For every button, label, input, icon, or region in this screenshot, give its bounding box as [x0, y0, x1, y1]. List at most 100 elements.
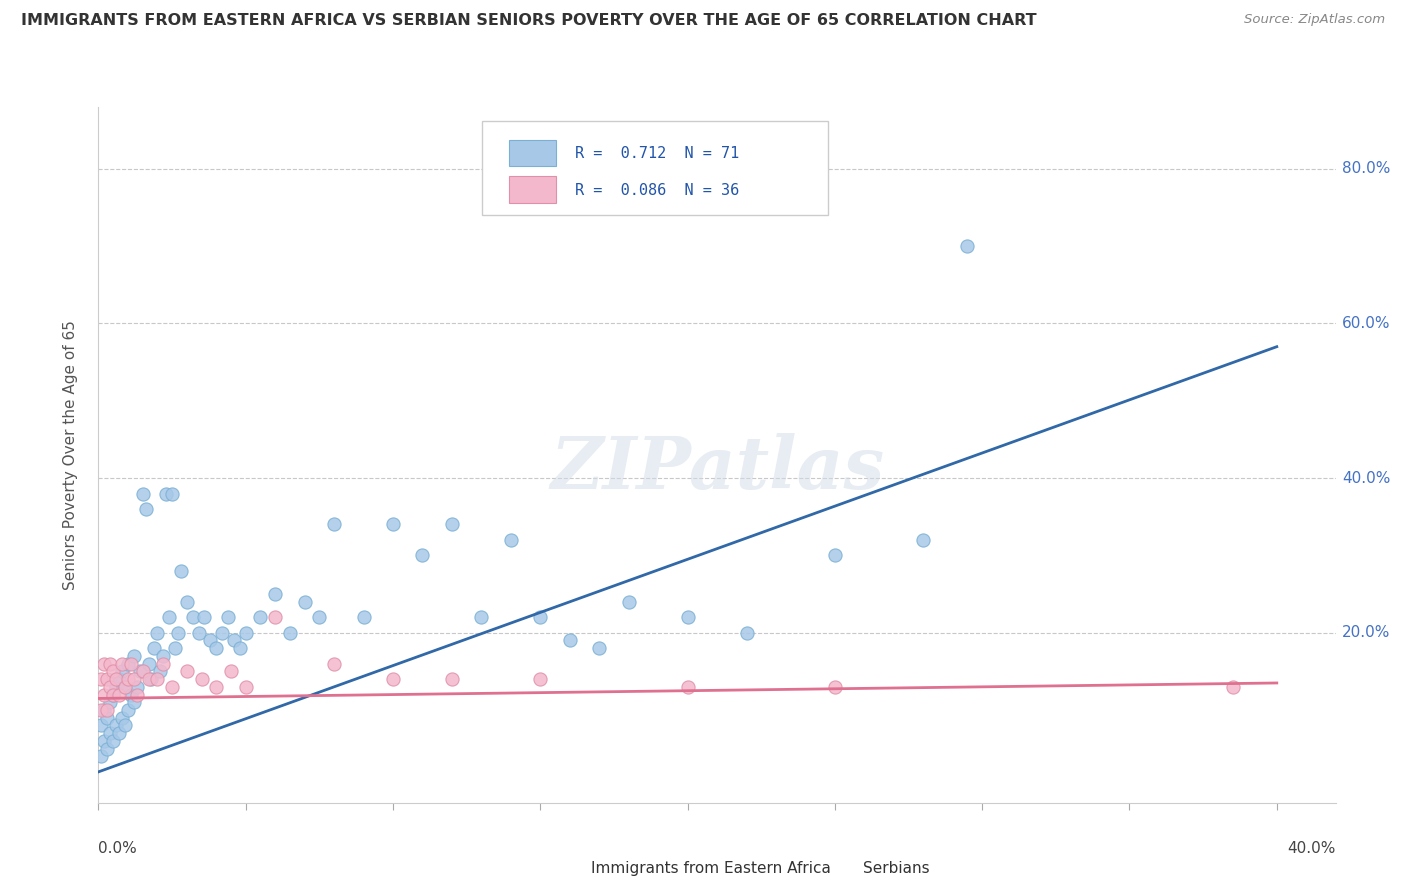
Point	[676, 610, 699, 624]
Point	[152, 657, 174, 671]
Point	[111, 665, 134, 679]
Point	[249, 610, 271, 624]
Point	[125, 688, 148, 702]
Point	[98, 726, 121, 740]
Point	[114, 718, 136, 732]
Point	[735, 625, 758, 640]
Text: R =  0.086  N = 36: R = 0.086 N = 36	[575, 183, 740, 198]
Point	[558, 633, 581, 648]
Point	[93, 657, 115, 671]
FancyBboxPatch shape	[482, 121, 828, 215]
Point	[382, 672, 405, 686]
Point	[264, 610, 287, 624]
Point	[190, 672, 212, 686]
Text: R =  0.712  N = 71: R = 0.712 N = 71	[575, 146, 740, 161]
Point	[90, 672, 112, 686]
Point	[157, 610, 180, 624]
Point	[114, 680, 136, 694]
Point	[323, 517, 346, 532]
Point	[235, 625, 257, 640]
Point	[824, 549, 846, 563]
Point	[235, 680, 257, 694]
Point	[111, 657, 134, 671]
Point	[155, 486, 177, 500]
Point	[101, 665, 124, 679]
Point	[120, 657, 142, 671]
Point	[111, 711, 134, 725]
Point	[824, 680, 846, 694]
Point	[138, 672, 160, 686]
Point	[470, 610, 492, 624]
Text: 40.0%: 40.0%	[1288, 841, 1336, 856]
Point	[411, 549, 433, 563]
Point	[323, 657, 346, 671]
Point	[101, 688, 124, 702]
Point	[101, 734, 124, 748]
Point	[128, 665, 150, 679]
Point	[108, 726, 131, 740]
Point	[167, 625, 190, 640]
Point	[149, 665, 172, 679]
Point	[382, 517, 405, 532]
Point	[160, 680, 183, 694]
Point	[170, 564, 193, 578]
Point	[138, 657, 160, 671]
Point	[90, 703, 112, 717]
Point	[187, 625, 209, 640]
Point	[98, 680, 121, 694]
Point	[105, 672, 128, 686]
Text: IMMIGRANTS FROM EASTERN AFRICA VS SERBIAN SENIORS POVERTY OVER THE AGE OF 65 COR: IMMIGRANTS FROM EASTERN AFRICA VS SERBIA…	[21, 13, 1036, 29]
Point	[308, 610, 330, 624]
Point	[105, 680, 128, 694]
Point	[146, 625, 169, 640]
Point	[152, 648, 174, 663]
Text: ZIPatlas: ZIPatlas	[550, 434, 884, 504]
Point	[676, 680, 699, 694]
Text: 80.0%: 80.0%	[1341, 161, 1391, 177]
FancyBboxPatch shape	[815, 858, 853, 880]
Point	[217, 610, 239, 624]
Point	[264, 587, 287, 601]
Point	[108, 688, 131, 702]
Text: Source: ZipAtlas.com: Source: ZipAtlas.com	[1244, 13, 1385, 27]
Point	[131, 486, 153, 500]
Point	[96, 703, 118, 717]
Point	[229, 641, 252, 656]
Point	[122, 672, 145, 686]
Point	[90, 718, 112, 732]
Point	[93, 688, 115, 702]
Text: Serbians: Serbians	[863, 862, 929, 877]
FancyBboxPatch shape	[509, 177, 557, 202]
Point	[588, 641, 610, 656]
Point	[143, 641, 166, 656]
Point	[499, 533, 522, 547]
Point	[912, 533, 935, 547]
Y-axis label: Seniors Poverty Over the Age of 65: Seniors Poverty Over the Age of 65	[63, 320, 77, 590]
Point	[529, 672, 551, 686]
Point	[101, 688, 124, 702]
Point	[176, 595, 198, 609]
Point	[222, 633, 245, 648]
Point	[1222, 680, 1244, 694]
Point	[122, 695, 145, 709]
Point	[141, 672, 163, 686]
Point	[205, 680, 228, 694]
Text: 0.0%: 0.0%	[98, 841, 138, 856]
Point	[98, 695, 121, 709]
Point	[440, 517, 463, 532]
Text: 20.0%: 20.0%	[1341, 625, 1391, 640]
Point	[219, 665, 242, 679]
Point	[278, 625, 301, 640]
Point	[122, 648, 145, 663]
Point	[440, 672, 463, 686]
Point	[163, 641, 186, 656]
Text: Immigrants from Eastern Africa: Immigrants from Eastern Africa	[591, 862, 831, 877]
Point	[96, 741, 118, 756]
Point	[135, 502, 157, 516]
FancyBboxPatch shape	[509, 140, 557, 166]
Point	[211, 625, 233, 640]
Point	[117, 657, 139, 671]
Point	[529, 610, 551, 624]
Point	[114, 680, 136, 694]
Point	[120, 688, 142, 702]
